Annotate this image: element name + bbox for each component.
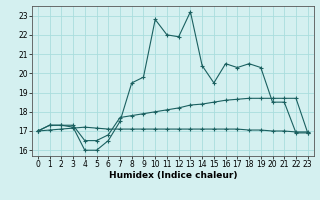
- X-axis label: Humidex (Indice chaleur): Humidex (Indice chaleur): [108, 171, 237, 180]
